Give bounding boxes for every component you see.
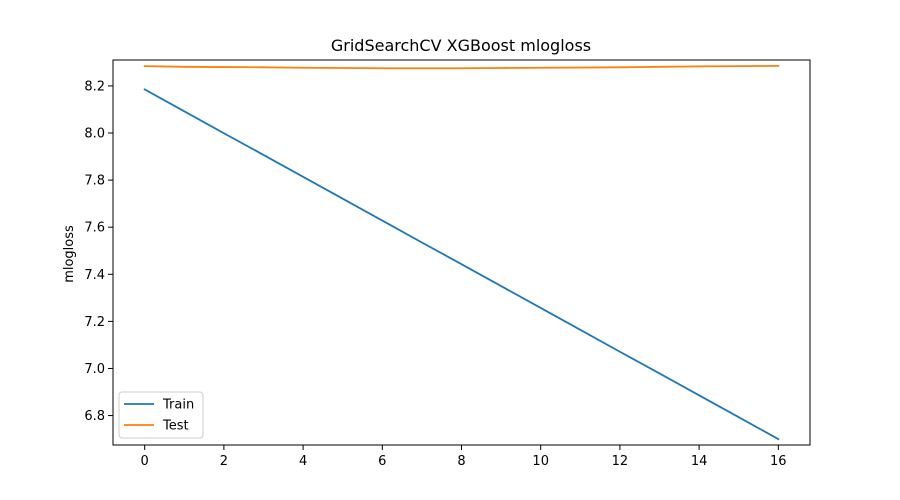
x-tick-label: 16 [770,454,787,469]
y-tick-label: 7.6 [84,221,105,236]
y-tick-label: 8.2 [84,79,105,94]
x-tick-label: 10 [532,454,549,469]
axes-background [113,60,810,445]
x-tick-label: 2 [220,454,228,469]
x-tick-label: 12 [612,454,629,469]
x-tick-label: 0 [141,454,149,469]
y-tick-label: 7.8 [84,174,105,189]
chart-title: GridSearchCV XGBoost mlogloss [331,36,591,55]
legend: Train Test [118,391,204,439]
legend-label-test: Test [162,419,189,434]
y-tick-label: 7.0 [84,362,105,377]
x-tick-label: 8 [457,454,465,469]
series-line-train [143,88,780,441]
plot-area: 0 2 4 6 8 10 12 14 16 6.8 7.0 7.2 7.4 7.6 7.8 8.0 8.2 Tra… [84,59,811,469]
y-tick-label: 6.8 [84,409,105,424]
y-tick-label: 8.0 [84,126,105,141]
x-tick-label: 6 [378,454,386,469]
x-tick-label: 4 [299,454,307,469]
series-line-test [143,64,780,70]
legend-label-train: Train [162,398,194,413]
y-tick-label: 7.4 [84,268,105,283]
x-tick-label: 14 [691,454,708,469]
y-axis-label: mlogloss [62,225,77,283]
y-tick-label: 7.2 [84,315,105,330]
